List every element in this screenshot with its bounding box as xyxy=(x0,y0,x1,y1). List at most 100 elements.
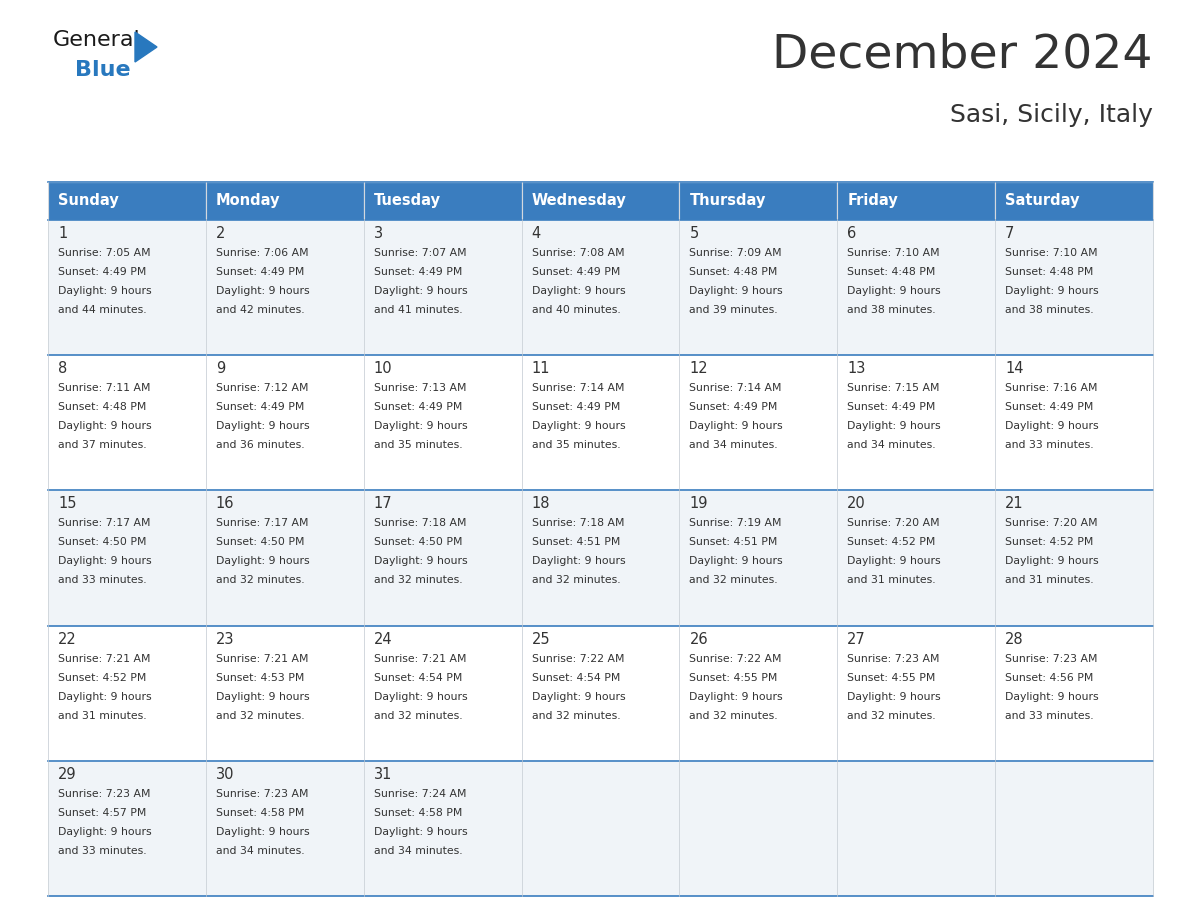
Bar xyxy=(838,490,996,625)
Text: Sunrise: 7:12 AM: Sunrise: 7:12 AM xyxy=(216,383,309,393)
Text: Sunrise: 7:22 AM: Sunrise: 7:22 AM xyxy=(689,654,782,664)
Text: 27: 27 xyxy=(847,632,866,646)
Text: Daylight: 9 hours: Daylight: 9 hours xyxy=(531,691,625,701)
Text: Saturday: Saturday xyxy=(1005,194,1080,208)
Text: Sunset: 4:49 PM: Sunset: 4:49 PM xyxy=(216,402,304,412)
Text: Daylight: 9 hours: Daylight: 9 hours xyxy=(847,421,941,431)
Text: Sunset: 4:52 PM: Sunset: 4:52 PM xyxy=(58,673,146,683)
Polygon shape xyxy=(135,32,157,62)
Text: Daylight: 9 hours: Daylight: 9 hours xyxy=(374,827,467,837)
Text: Daylight: 9 hours: Daylight: 9 hours xyxy=(216,286,310,296)
Text: Sunset: 4:56 PM: Sunset: 4:56 PM xyxy=(1005,673,1093,683)
Text: 28: 28 xyxy=(1005,632,1024,646)
Text: Sunset: 4:49 PM: Sunset: 4:49 PM xyxy=(374,402,462,412)
Bar xyxy=(364,490,522,625)
Text: 11: 11 xyxy=(531,361,550,376)
Text: Sunrise: 7:22 AM: Sunrise: 7:22 AM xyxy=(531,654,624,664)
Text: Sunset: 4:49 PM: Sunset: 4:49 PM xyxy=(58,267,146,277)
Text: Sunset: 4:48 PM: Sunset: 4:48 PM xyxy=(847,267,936,277)
Text: Sunset: 4:51 PM: Sunset: 4:51 PM xyxy=(531,537,620,547)
Text: Sunrise: 7:21 AM: Sunrise: 7:21 AM xyxy=(58,654,151,664)
Bar xyxy=(838,625,996,761)
Bar xyxy=(206,761,364,896)
Text: Sunset: 4:55 PM: Sunset: 4:55 PM xyxy=(689,673,778,683)
Text: Daylight: 9 hours: Daylight: 9 hours xyxy=(1005,421,1099,431)
Text: Daylight: 9 hours: Daylight: 9 hours xyxy=(58,827,152,837)
Text: Daylight: 9 hours: Daylight: 9 hours xyxy=(531,421,625,431)
Text: Sunrise: 7:06 AM: Sunrise: 7:06 AM xyxy=(216,248,309,258)
Bar xyxy=(206,182,364,220)
Text: Sunrise: 7:15 AM: Sunrise: 7:15 AM xyxy=(847,383,940,393)
Text: Sunrise: 7:23 AM: Sunrise: 7:23 AM xyxy=(1005,654,1098,664)
Text: Sunrise: 7:20 AM: Sunrise: 7:20 AM xyxy=(1005,519,1098,529)
Text: Daylight: 9 hours: Daylight: 9 hours xyxy=(1005,556,1099,566)
Text: and 34 minutes.: and 34 minutes. xyxy=(374,845,462,856)
Text: 15: 15 xyxy=(58,497,76,511)
Text: Sunset: 4:54 PM: Sunset: 4:54 PM xyxy=(374,673,462,683)
Text: and 32 minutes.: and 32 minutes. xyxy=(374,711,462,721)
Text: and 34 minutes.: and 34 minutes. xyxy=(847,441,936,450)
Text: Daylight: 9 hours: Daylight: 9 hours xyxy=(689,286,783,296)
Text: Wednesday: Wednesday xyxy=(531,194,626,208)
Bar xyxy=(838,761,996,896)
Text: and 42 minutes.: and 42 minutes. xyxy=(216,305,304,315)
Text: 26: 26 xyxy=(689,632,708,646)
Text: Sunset: 4:50 PM: Sunset: 4:50 PM xyxy=(58,537,146,547)
Text: Sunset: 4:48 PM: Sunset: 4:48 PM xyxy=(689,267,778,277)
Text: Sunrise: 7:19 AM: Sunrise: 7:19 AM xyxy=(689,519,782,529)
Text: and 39 minutes.: and 39 minutes. xyxy=(689,305,778,315)
Text: Sunrise: 7:05 AM: Sunrise: 7:05 AM xyxy=(58,248,151,258)
Text: and 32 minutes.: and 32 minutes. xyxy=(531,711,620,721)
Text: and 34 minutes.: and 34 minutes. xyxy=(689,441,778,450)
Text: Daylight: 9 hours: Daylight: 9 hours xyxy=(374,556,467,566)
Text: 20: 20 xyxy=(847,497,866,511)
Text: Sunrise: 7:23 AM: Sunrise: 7:23 AM xyxy=(847,654,940,664)
Text: 3: 3 xyxy=(374,226,383,241)
Bar xyxy=(48,182,206,220)
Text: Daylight: 9 hours: Daylight: 9 hours xyxy=(531,286,625,296)
Text: 8: 8 xyxy=(58,361,68,376)
Text: Sunday: Sunday xyxy=(58,194,119,208)
Text: December 2024: December 2024 xyxy=(772,33,1154,78)
Text: and 33 minutes.: and 33 minutes. xyxy=(1005,711,1094,721)
Text: and 38 minutes.: and 38 minutes. xyxy=(1005,305,1094,315)
Text: Daylight: 9 hours: Daylight: 9 hours xyxy=(847,691,941,701)
Text: Sunset: 4:55 PM: Sunset: 4:55 PM xyxy=(847,673,936,683)
Text: and 34 minutes.: and 34 minutes. xyxy=(216,845,304,856)
Bar xyxy=(48,761,206,896)
Text: and 32 minutes.: and 32 minutes. xyxy=(374,576,462,586)
Bar xyxy=(206,355,364,490)
Text: 23: 23 xyxy=(216,632,234,646)
Text: 7: 7 xyxy=(1005,226,1015,241)
Text: and 41 minutes.: and 41 minutes. xyxy=(374,305,462,315)
Bar xyxy=(522,625,680,761)
Text: Sasi, Sicily, Italy: Sasi, Sicily, Italy xyxy=(950,103,1154,127)
Text: and 38 minutes.: and 38 minutes. xyxy=(847,305,936,315)
Text: 6: 6 xyxy=(847,226,857,241)
Text: Monday: Monday xyxy=(216,194,280,208)
Text: Tuesday: Tuesday xyxy=(374,194,441,208)
Bar xyxy=(364,220,522,355)
Bar xyxy=(48,625,206,761)
Text: 9: 9 xyxy=(216,361,225,376)
Text: Daylight: 9 hours: Daylight: 9 hours xyxy=(1005,691,1099,701)
Text: Sunset: 4:51 PM: Sunset: 4:51 PM xyxy=(689,537,778,547)
Text: Sunset: 4:53 PM: Sunset: 4:53 PM xyxy=(216,673,304,683)
Bar xyxy=(838,220,996,355)
Bar xyxy=(838,182,996,220)
Text: 1: 1 xyxy=(58,226,68,241)
Text: Daylight: 9 hours: Daylight: 9 hours xyxy=(216,827,310,837)
Text: 16: 16 xyxy=(216,497,234,511)
Text: Daylight: 9 hours: Daylight: 9 hours xyxy=(689,691,783,701)
Bar xyxy=(838,355,996,490)
Text: Sunrise: 7:23 AM: Sunrise: 7:23 AM xyxy=(58,789,151,799)
Text: and 32 minutes.: and 32 minutes. xyxy=(689,711,778,721)
Text: Daylight: 9 hours: Daylight: 9 hours xyxy=(847,556,941,566)
Text: and 32 minutes.: and 32 minutes. xyxy=(531,576,620,586)
Text: Sunrise: 7:14 AM: Sunrise: 7:14 AM xyxy=(531,383,624,393)
Text: 4: 4 xyxy=(531,226,541,241)
Bar xyxy=(996,625,1154,761)
Bar xyxy=(48,490,206,625)
Text: and 31 minutes.: and 31 minutes. xyxy=(847,576,936,586)
Text: Sunrise: 7:08 AM: Sunrise: 7:08 AM xyxy=(531,248,624,258)
